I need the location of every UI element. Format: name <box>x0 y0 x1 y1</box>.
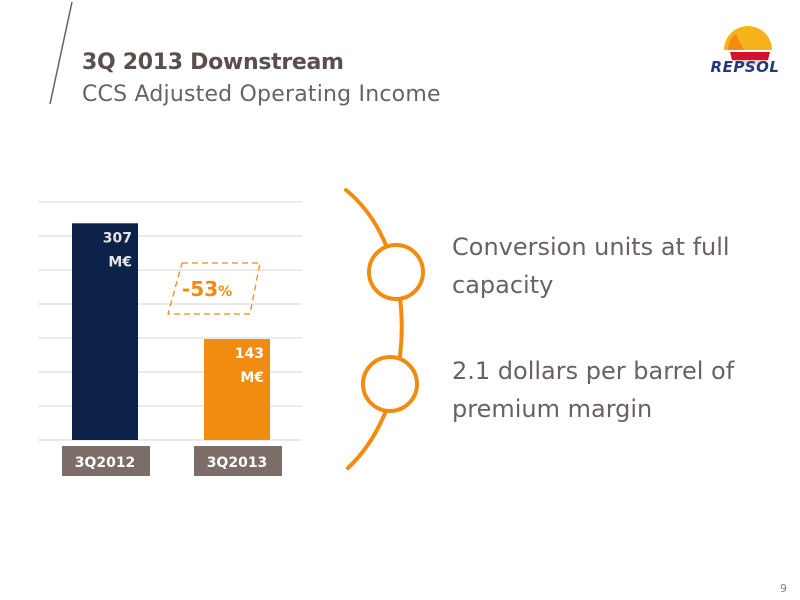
bar-unit-label: M€ <box>240 370 264 386</box>
chart-categories: 3Q2012 3Q2013 <box>62 446 282 476</box>
message-2: 2.1 dollars per barrel of premium margin <box>452 352 772 428</box>
category-label: 3Q2013 <box>207 455 268 471</box>
message-1-line-1: Conversion units at full <box>452 233 730 261</box>
category-box <box>194 446 282 476</box>
change-callout: -53% <box>167 262 261 315</box>
timeline-node-2 <box>361 355 419 413</box>
bar-3Q2012 <box>72 223 138 440</box>
repsol-logo <box>724 26 772 66</box>
message-2-line-2: premium margin <box>452 395 653 423</box>
message-1: Conversion units at full capacity <box>452 228 772 304</box>
page-number: 9 <box>780 582 787 595</box>
bar-value-label: 143 <box>235 346 264 362</box>
bar-value-label: 307 <box>103 230 132 246</box>
bar-3Q2013 <box>204 339 270 440</box>
timeline-node-1 <box>367 243 425 301</box>
change-value: -53 <box>182 277 218 301</box>
category-box <box>62 446 150 476</box>
page-subtitle: CCS Adjusted Operating Income <box>82 82 441 107</box>
page-title: 3Q 2013 Downstream <box>82 50 344 75</box>
message-2-line-1: 2.1 dollars per barrel of <box>452 357 735 385</box>
change-label: -53% <box>182 277 232 301</box>
category-label: 3Q2012 <box>75 455 136 471</box>
chart-bars: 307 M€ 143 M€ <box>72 223 270 440</box>
timeline-arc <box>344 188 404 470</box>
message-1-line-2: capacity <box>452 271 554 299</box>
change-percent: % <box>218 284 232 300</box>
logo-text: REPSOL <box>710 58 780 76</box>
bar-unit-label: M€ <box>108 254 132 270</box>
